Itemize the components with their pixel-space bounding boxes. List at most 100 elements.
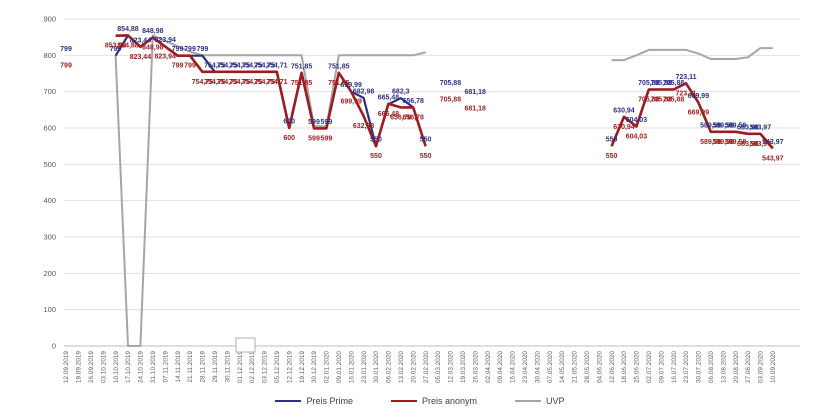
data-label: 705,88 — [650, 80, 672, 87]
data-label: 589,58 — [712, 122, 734, 129]
data-label: 799 — [60, 63, 72, 70]
data-label: 699,99 — [340, 82, 362, 89]
y-tick-label: 200 — [43, 269, 56, 278]
x-tick-label: 23.01.2020 — [361, 351, 368, 383]
data-label: 823,44 — [130, 54, 152, 61]
x-tick-label: 09.07.2020 — [658, 351, 665, 383]
x-tick-label: 16.01.2020 — [348, 351, 355, 383]
x-tick-label: 26.09.2019 — [88, 351, 95, 383]
x-tick-label: 25.06.2020 — [634, 351, 641, 383]
data-label: 754,75 — [229, 79, 251, 86]
x-tick-label: 13.08.2020 — [720, 351, 727, 383]
x-tick-label: 24.10.2019 — [138, 351, 145, 383]
x-tick-label: 07.05.2020 — [547, 351, 554, 383]
data-label: 754,75 — [204, 79, 226, 86]
data-label: 799 — [197, 46, 209, 53]
data-label: 600 — [283, 119, 295, 126]
x-tick-label: 19.03.2020 — [460, 351, 467, 383]
data-label: 705,88 — [650, 97, 672, 104]
data-label: 632,98 — [353, 123, 375, 130]
data-label: 600 — [283, 135, 295, 142]
x-tick-label: 21.11.2019 — [187, 351, 194, 383]
x-tick-label: 21.05.2020 — [572, 351, 579, 383]
data-label: 681,18 — [464, 89, 486, 96]
data-label: 754,75 — [229, 62, 251, 69]
x-tick-label: 02.04.2020 — [485, 351, 492, 383]
data-label: 630,94 — [613, 124, 635, 131]
data-label: 799 — [184, 46, 196, 53]
x-tick-label: 19.09.2019 — [76, 351, 83, 383]
x-tick-label: 29.11.2019 — [212, 351, 219, 383]
data-label: 754,75 — [254, 79, 276, 86]
data-label: 751,85 — [328, 80, 350, 87]
x-tick-label: 01.12.2019 — [237, 351, 244, 383]
x-tick-label: 12.12.2019 — [286, 351, 293, 383]
x-tick-label: 14.05.2020 — [559, 351, 566, 383]
data-label: 682,98 — [353, 88, 375, 95]
data-label: 604,03 — [626, 134, 648, 141]
data-label: 589,58 — [725, 139, 747, 146]
data-label: 705,88 — [440, 97, 462, 104]
x-tick-label: 30.11.2019 — [224, 351, 231, 383]
data-label: 682,3 — [392, 89, 410, 96]
y-tick-label: 600 — [43, 124, 56, 133]
data-label: 754,75 — [254, 62, 276, 69]
data-label: 705,88 — [638, 80, 660, 87]
line-path — [114, 34, 773, 347]
x-tick-label: 18.06.2020 — [621, 351, 628, 383]
data-label: 550 — [606, 153, 618, 160]
data-label: 723,11 — [675, 74, 696, 81]
data-label: 754,71 — [266, 79, 288, 86]
data-label: 854,88 — [117, 26, 139, 33]
legend-item-preis-anonym: Preis anonym — [390, 396, 477, 406]
data-label: 599 — [321, 119, 333, 126]
data-label: 589,58 — [700, 139, 722, 146]
data-label: 669,99 — [688, 93, 710, 100]
x-tick-label: 26.03.2020 — [472, 351, 479, 383]
data-label: 599 — [321, 135, 333, 142]
x-tick-label: 30.01.2020 — [373, 351, 380, 383]
y-tick-label: 800 — [43, 51, 56, 60]
x-tick-label: 04.06.2020 — [596, 351, 603, 383]
data-label: 799 — [60, 46, 72, 53]
preis-anonym-line-icon — [390, 400, 417, 402]
data-label: 599 — [308, 135, 320, 142]
series-line-preis-anonym — [115, 34, 774, 150]
data-label: 543,97 — [762, 139, 784, 146]
data-label: 754,75 — [192, 79, 214, 86]
x-tick-label: 12.06.2020 — [609, 351, 616, 383]
x-tick-label: 20.02.2020 — [410, 351, 417, 383]
data-label: 543,97 — [762, 155, 784, 162]
data-label: 854,88 — [117, 42, 139, 49]
data-label: 550 — [370, 153, 382, 160]
x-tick-label: 30.04.2020 — [534, 351, 541, 383]
x-tick-label: 28.05.2020 — [584, 351, 591, 383]
axis-label-selection-box — [235, 337, 256, 353]
y-tick-label: 100 — [43, 305, 56, 314]
data-label: 705,88 — [663, 80, 685, 87]
line-path — [115, 34, 774, 150]
x-axis-labels: 12.09.2019 19.09.2019 26.09.2019 03.10.2019… — [63, 351, 777, 383]
data-label: 751,85 — [328, 63, 350, 70]
x-tick-label: 27.02.2020 — [423, 351, 430, 383]
x-tick-label: 31.10.2019 — [150, 351, 157, 383]
data-label: 754,75 — [204, 62, 226, 69]
data-label: 669,99 — [688, 110, 710, 117]
x-tick-label: 03.10.2019 — [100, 351, 107, 383]
x-tick-label: 10.10.2019 — [113, 351, 120, 383]
data-label: 754,75 — [216, 62, 238, 69]
x-tick-label: 09.04.2020 — [497, 351, 504, 383]
legend-label-uvp: UVP — [546, 396, 565, 406]
data-label: 799 — [110, 46, 122, 53]
x-tick-label: 06.08.2020 — [708, 351, 715, 383]
data-label: 550 — [420, 137, 432, 144]
y-tick-label: 900 — [43, 15, 56, 24]
y-tick-label: 700 — [43, 87, 56, 96]
x-tick-label: 27.08.2020 — [745, 351, 752, 383]
data-label: 705,88 — [440, 80, 462, 87]
legend-item-uvp: UVP — [515, 396, 565, 406]
data-label: 681,18 — [464, 106, 486, 113]
data-label: 656,78 — [402, 114, 424, 121]
